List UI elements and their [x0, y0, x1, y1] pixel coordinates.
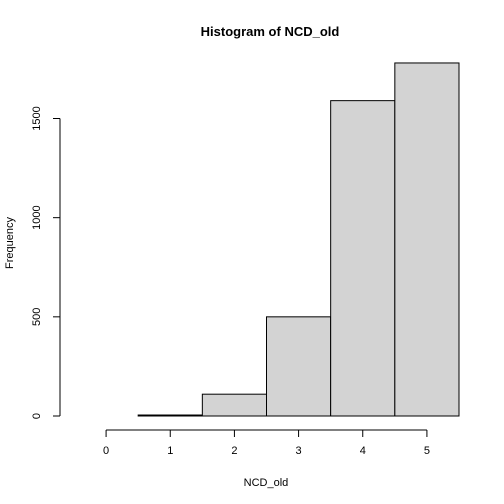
x-axis-label: NCD_old: [244, 477, 289, 489]
y-axis: 0 500 1000 1500: [31, 106, 61, 419]
x-tick-label: 5: [424, 445, 430, 457]
y-tick-label: 500: [31, 308, 43, 326]
histogram-bar: [394, 62, 460, 417]
y-axis-label: Frequency: [4, 217, 16, 269]
x-tick-label: 0: [103, 445, 109, 457]
bars-group: [137, 62, 460, 417]
x-tick-label: 4: [360, 445, 366, 457]
x-axis: 0 1 2 3 4 5: [103, 429, 430, 457]
y-tick-label: 1000: [31, 205, 43, 229]
histogram-bar: [266, 316, 332, 417]
x-tick-label: 3: [296, 445, 302, 457]
y-tick-label: 0: [31, 413, 43, 419]
chart-title: Histogram of NCD_old: [201, 24, 340, 39]
histogram-bar: [201, 393, 267, 417]
x-tick-label: 2: [231, 445, 237, 457]
y-tick-label: 1500: [31, 106, 43, 130]
histogram-bar: [330, 100, 396, 417]
histogram-bar: [137, 414, 203, 417]
x-tick-label: 1: [167, 445, 173, 457]
